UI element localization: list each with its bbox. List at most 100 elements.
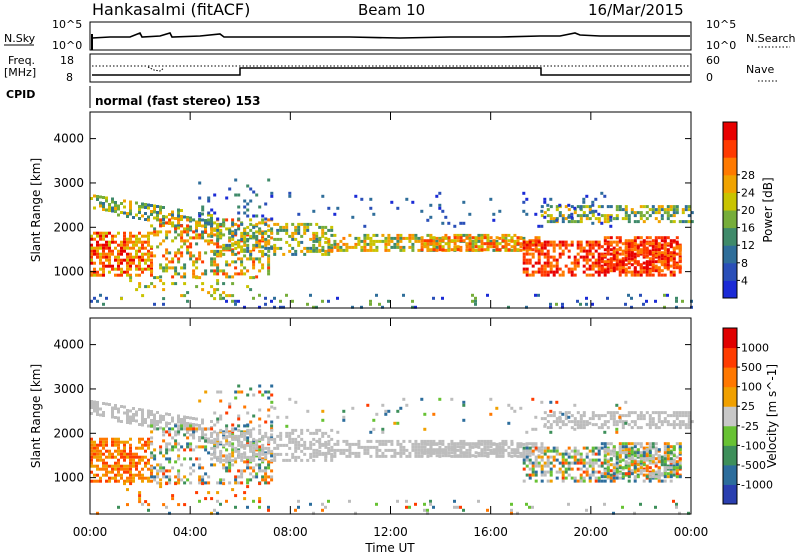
data-cell (222, 222, 226, 226)
data-cell (165, 475, 169, 479)
data-cell (315, 454, 319, 458)
data-cell (192, 269, 196, 273)
data-cell (90, 400, 93, 403)
data-cell (456, 236, 460, 240)
data-cell (399, 445, 403, 449)
data-cell (99, 293, 102, 297)
data-cell (264, 237, 268, 241)
data-cell (90, 440, 93, 444)
data-cell (153, 425, 156, 429)
data-cell (546, 220, 550, 224)
data-cell (492, 451, 496, 455)
data-cell (534, 473, 538, 477)
data-cell (174, 230, 178, 234)
data-cell (159, 218, 163, 222)
data-cell (465, 248, 469, 252)
data-cell (342, 448, 346, 452)
data-cell (471, 293, 474, 297)
data-cell (654, 505, 657, 509)
data-cell (600, 252, 604, 256)
data-cell (525, 430, 529, 434)
data-cell (126, 440, 129, 444)
data-cell (126, 409, 129, 412)
data-cell (183, 230, 187, 234)
data-cell (222, 463, 226, 467)
data-cell (201, 427, 205, 431)
data-cell (549, 240, 553, 244)
data-cell (309, 452, 313, 456)
data-cell (225, 411, 229, 415)
data-cell (162, 282, 166, 286)
data-cell (267, 246, 271, 250)
data-cell (159, 417, 162, 421)
data-cell (93, 267, 96, 271)
data-cell (426, 233, 430, 237)
data-cell (645, 211, 649, 215)
data-cell (528, 451, 532, 455)
data-cell (165, 505, 168, 509)
data-cell (630, 242, 634, 246)
data-cell (117, 443, 120, 447)
data-cell (669, 423, 673, 427)
data-cell (297, 440, 301, 444)
data-cell (543, 215, 547, 219)
data-cell (420, 236, 424, 240)
power-colorbar-tick-label: 28 (741, 169, 755, 182)
data-cell (273, 243, 277, 247)
data-cell (126, 273, 129, 277)
data-cell (612, 266, 616, 270)
data-cell (570, 420, 574, 424)
data-cell (486, 248, 490, 252)
data-cell (96, 299, 99, 303)
data-cell (396, 451, 400, 455)
data-cell (336, 430, 340, 434)
data-cell (678, 423, 682, 427)
data-cell (189, 227, 193, 231)
data-cell (627, 452, 631, 456)
data-cell (384, 442, 388, 446)
data-cell (243, 272, 247, 276)
data-cell (201, 430, 204, 434)
data-cell (675, 502, 678, 506)
data-cell (483, 442, 487, 446)
data-cell (231, 275, 235, 279)
data-cell (324, 458, 328, 462)
date-title: 16/Mar/2015 (588, 1, 684, 19)
data-cell (315, 237, 319, 241)
data-cell (147, 458, 150, 462)
data-cell (276, 443, 280, 447)
data-cell (648, 269, 652, 273)
data-cell (216, 228, 220, 232)
data-cell (180, 254, 184, 258)
data-cell (267, 178, 271, 182)
data-cell (216, 279, 220, 283)
data-cell (672, 205, 676, 209)
data-cell (159, 242, 163, 246)
data-cell (111, 252, 114, 256)
data-cell (150, 261, 153, 265)
data-cell (639, 251, 643, 255)
data-cell (123, 470, 126, 474)
data-cell (579, 205, 583, 209)
data-cell (228, 275, 232, 279)
data-cell (591, 252, 595, 256)
data-cell (588, 464, 592, 468)
data-cell (525, 258, 529, 262)
data-cell (534, 240, 538, 244)
data-cell (492, 442, 496, 446)
data-cell (609, 411, 613, 415)
data-cell (219, 293, 222, 297)
data-cell (597, 426, 601, 430)
data-cell (108, 403, 111, 406)
data-cell (300, 428, 304, 432)
data-cell (273, 440, 277, 444)
data-cell (159, 420, 162, 424)
data-cell (120, 261, 123, 265)
data-cell (588, 267, 592, 271)
data-cell (618, 208, 622, 212)
data-cell (183, 242, 187, 246)
data-cell (177, 208, 180, 212)
data-cell (522, 267, 526, 271)
data-cell (516, 445, 520, 449)
data-cell (618, 476, 622, 480)
